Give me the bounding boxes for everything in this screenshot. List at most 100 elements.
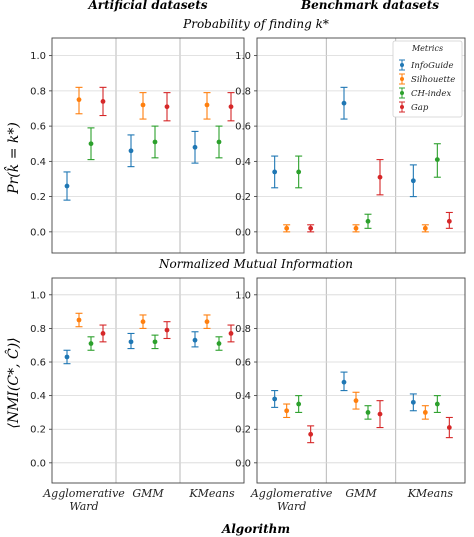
x-tick-label: Agglomerative <box>250 487 333 500</box>
data-point-gap <box>228 331 234 336</box>
data-point-silhouette <box>284 408 290 414</box>
x-tick-label: GMM <box>345 487 377 500</box>
y-tick-label: 0.2 <box>235 192 251 203</box>
x-tick-label: Agglomerative <box>42 487 125 500</box>
data-point-gap <box>446 218 452 224</box>
data-point-gap <box>377 174 383 180</box>
y-tick-label: 0.4 <box>235 391 251 402</box>
data-point-infoguide <box>272 396 278 402</box>
data-point-ch-index <box>434 157 440 162</box>
data-point-infoguide <box>410 399 416 405</box>
data-point-silhouette <box>140 319 146 325</box>
data-point-silhouette <box>204 102 210 108</box>
legend-marker-point <box>400 91 404 95</box>
panel-row1-right: 0.0 0.2 0.4 0.6 0.8 1.0 Metrics InfoGuide Silhou… <box>235 37 466 254</box>
chart-panels: 0.0 0.2 0.4 0.6 0.8 1.0 0.0 0.2 0.4 0.6 0.8 1.0 Metr… <box>30 37 466 513</box>
data-point-infoguide <box>64 183 70 189</box>
y-tick-label: 1.0 <box>30 51 46 62</box>
x-tick-label: KMeans <box>188 487 235 500</box>
legend: Metrics InfoGuide Silhouette CH-index Gap <box>392 40 463 118</box>
y-tick-label: 0.4 <box>235 157 251 168</box>
data-point-silhouette <box>422 410 428 415</box>
y-tick-label: 0.2 <box>30 192 46 203</box>
data-point-infoguide <box>192 337 198 343</box>
data-point-silhouette <box>204 319 210 325</box>
y-tick-label: 1.0 <box>235 290 251 301</box>
data-point-silhouette <box>353 398 359 404</box>
y-tick-label: 1.0 <box>235 51 251 62</box>
y-tick-label: 0.2 <box>235 425 251 436</box>
y-tick-label: 0.0 <box>235 227 251 238</box>
legend-marker-point <box>400 63 404 67</box>
data-point-gap <box>100 331 106 336</box>
y-tick-label: 0.0 <box>235 458 251 469</box>
data-point-ch-index <box>88 341 94 346</box>
data-point-infoguide <box>341 379 347 385</box>
y-tick-label: 0.6 <box>30 122 46 133</box>
data-point-silhouette <box>76 97 82 103</box>
legend-entry-label: Silhouette <box>411 75 455 85</box>
x-tick-label: Ward <box>277 500 306 513</box>
data-point-gap <box>446 425 452 430</box>
data-point-infoguide <box>128 339 134 345</box>
panel-row1-left: 0.0 0.2 0.4 0.6 0.8 1.0 <box>30 37 245 254</box>
x-axis-label: Algorithm <box>221 522 290 536</box>
legend-title: Metrics <box>411 44 443 53</box>
y-axis-label-probability: Pr(k̂ = k*) <box>3 122 22 195</box>
panel-frame <box>256 277 466 484</box>
y-tick-label: 0.8 <box>30 324 46 335</box>
data-point-infoguide <box>272 169 278 175</box>
data-point-ch-index <box>365 218 371 224</box>
y-tick-label: 0.0 <box>30 458 46 469</box>
data-point-silhouette <box>422 225 428 231</box>
data-point-gap <box>308 225 314 231</box>
data-point-ch-index <box>216 139 222 145</box>
panel-frame <box>51 37 245 254</box>
legend-box <box>392 40 463 118</box>
y-tick-label: 0.8 <box>235 324 251 335</box>
col-title-artificial: Artificial datasets <box>87 0 207 12</box>
data-point-silhouette <box>140 102 146 108</box>
y-tick-label: 0.2 <box>30 425 46 436</box>
y-tick-label: 0.0 <box>30 227 46 238</box>
data-point-ch-index <box>152 139 158 145</box>
data-point-ch-index <box>434 401 440 407</box>
legend-marker-point <box>400 105 404 109</box>
data-point-gap <box>100 99 106 104</box>
data-point-infoguide <box>128 148 134 154</box>
y-tick-label: 0.6 <box>235 358 251 369</box>
y-tick-label: 0.8 <box>30 86 46 97</box>
data-point-ch-index <box>365 410 371 415</box>
legend-entry-label: Gap <box>411 103 429 113</box>
data-point-silhouette <box>353 225 359 231</box>
x-tick-label: Ward <box>69 500 98 513</box>
data-point-infoguide <box>64 354 70 360</box>
x-tick-label: KMeans <box>407 487 454 500</box>
data-point-silhouette <box>76 317 82 323</box>
col-title-benchmark: Benchmark datasets <box>300 0 439 12</box>
y-axis-label-nmi: ⟨NMI(C*, Ĉ)⟩ <box>4 337 22 428</box>
data-point-gap <box>164 327 170 333</box>
y-tick-label: 0.8 <box>235 86 251 97</box>
y-tick-label: 1.0 <box>30 290 46 301</box>
y-tick-label: 0.4 <box>30 391 46 402</box>
x-tick-label: GMM <box>132 487 164 500</box>
data-point-infoguide <box>192 144 198 150</box>
row-title-probability: Probability of finding k* <box>182 17 329 31</box>
panel-frame <box>51 277 245 484</box>
row-title-nmi: Normalized Mutual Information <box>158 257 353 271</box>
data-point-gap <box>308 431 314 437</box>
data-point-gap <box>164 104 170 110</box>
data-point-gap <box>228 104 234 110</box>
data-point-ch-index <box>88 141 94 147</box>
data-point-silhouette <box>284 225 290 231</box>
y-tick-label: 0.4 <box>30 157 46 168</box>
panel-frame <box>256 37 466 254</box>
data-point-infoguide <box>341 100 347 106</box>
data-point-ch-index <box>296 169 302 175</box>
data-point-infoguide <box>410 178 416 184</box>
y-tick-label: 0.6 <box>235 122 251 133</box>
